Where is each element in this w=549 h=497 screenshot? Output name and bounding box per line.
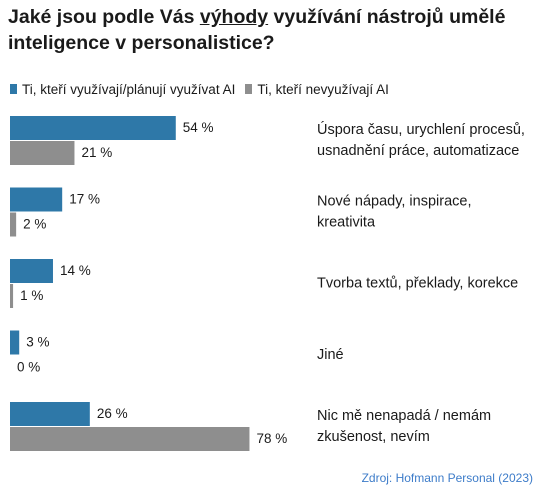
bar-1-series-1 [10, 116, 176, 140]
data-label-1-series-1: 54 % [183, 120, 214, 135]
title-emphasis: výhody [199, 6, 269, 28]
source-note: Zdroj: Hofmann Personal (2023) [361, 471, 533, 485]
data-label-2-series-1: 17 % [69, 192, 100, 207]
data-label-4-series-2: 0 % [17, 360, 40, 375]
bar-1-series-2 [10, 141, 75, 165]
chart-title: Jaké jsou podle Vás výhody využívání nás… [8, 4, 538, 56]
legend-label-series-1: Ti, kteří využívají/plánují využívat AI [22, 81, 236, 97]
category-label-1-line-2: usnadnění práce, automatizace [317, 143, 519, 159]
data-label-4-series-1: 3 % [26, 335, 49, 350]
legend-swatch-series-1 [10, 84, 17, 94]
data-label-3-series-1: 14 % [60, 263, 91, 278]
data-label-3-series-2: 1 % [20, 288, 43, 303]
category-label-2-line-1: Nové nápady, inspirace, [317, 194, 472, 210]
data-label-5-series-2: 78 % [256, 431, 287, 446]
category-label-5-line-2: zkušenost, nevím [317, 429, 430, 445]
legend-item-series-1: Ti, kteří využívají/plánují využívat AI [10, 82, 235, 97]
legend-label-series-2: Ti, kteří nevyužívají AI [257, 81, 389, 97]
bar-4-series-1 [10, 330, 20, 355]
legend-swatch-series-2 [245, 84, 253, 94]
category-label-5-line-1: Nic mě nenapadá / nemám [317, 408, 491, 424]
data-label-1-series-2: 21 % [81, 145, 112, 160]
data-label-5-series-1: 26 % [97, 406, 128, 421]
category-label-2-line-2: kreativita [317, 215, 376, 231]
category-label-4-line-1: Jiné [317, 347, 344, 363]
category-label-3-line-1: Tvorba textů, překlady, korekce [317, 276, 518, 292]
title-start: Jaké jsou podle Vás [8, 6, 200, 28]
legend-item-series-2: Ti, kteří nevyužívají AI [245, 82, 389, 97]
bar-5-series-1 [10, 402, 90, 426]
bar-5-series-2 [10, 427, 250, 451]
bar-2-series-1 [10, 187, 63, 212]
bar-2-series-2 [10, 212, 17, 237]
category-label-1-line-1: Úspora času, urychlení procesů, [317, 121, 525, 138]
title-end: využívání nástrojů umělé inteligence v p… [8, 6, 506, 54]
legend: Ti, kteří využívají/plánují využívat AI … [10, 80, 399, 98]
bar-3-series-1 [10, 259, 53, 283]
bar-3-series-2 [10, 284, 14, 308]
data-label-2-series-2: 2 % [23, 217, 46, 232]
